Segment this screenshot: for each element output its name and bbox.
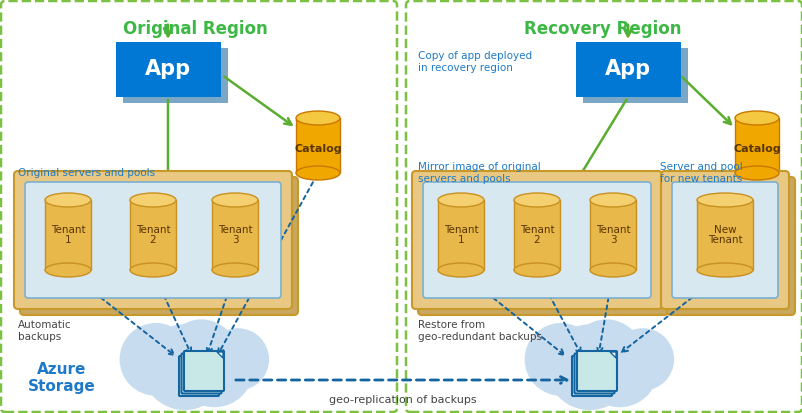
Text: Catalog: Catalog	[294, 144, 342, 154]
FancyBboxPatch shape	[25, 182, 281, 298]
Text: App: App	[144, 59, 191, 79]
Text: Azure
Storage: Azure Storage	[28, 362, 95, 394]
Bar	[123, 48, 228, 103]
Bar	[589, 200, 635, 270]
Polygon shape	[610, 352, 615, 358]
Text: 3: 3	[609, 235, 616, 245]
Ellipse shape	[589, 193, 635, 207]
Text: 3: 3	[232, 235, 238, 245]
Bar	[437, 200, 484, 270]
Bar	[513, 200, 559, 270]
Circle shape	[569, 319, 642, 392]
FancyBboxPatch shape	[577, 351, 616, 391]
Text: Tenant: Tenant	[217, 225, 252, 235]
Ellipse shape	[296, 166, 339, 180]
FancyBboxPatch shape	[660, 171, 788, 309]
Text: New: New	[713, 225, 735, 235]
Circle shape	[176, 329, 253, 407]
Text: Restore from
geo-redundant backups: Restore from geo-redundant backups	[418, 320, 541, 342]
FancyBboxPatch shape	[20, 177, 298, 315]
FancyBboxPatch shape	[184, 351, 224, 391]
Bar	[130, 351, 260, 370]
Text: Tenant: Tenant	[595, 225, 630, 235]
Ellipse shape	[296, 111, 339, 125]
Bar	[582, 48, 687, 103]
Bar	[130, 200, 176, 270]
Bar	[696, 200, 752, 270]
Bar	[212, 200, 257, 270]
FancyBboxPatch shape	[666, 177, 794, 315]
Text: Tenant: Tenant	[519, 225, 553, 235]
Text: Original servers and pools: Original servers and pools	[18, 168, 155, 178]
Circle shape	[580, 329, 658, 407]
Text: Original Region: Original Region	[123, 20, 267, 38]
Ellipse shape	[130, 263, 176, 277]
Ellipse shape	[734, 166, 778, 180]
Bar	[534, 351, 664, 370]
Text: Tenant: Tenant	[707, 235, 741, 245]
FancyBboxPatch shape	[411, 171, 661, 309]
FancyBboxPatch shape	[423, 182, 650, 298]
Text: 2: 2	[149, 235, 156, 245]
Ellipse shape	[696, 263, 752, 277]
Text: geo-replication of backups: geo-replication of backups	[329, 395, 476, 405]
Bar	[734, 118, 778, 173]
Ellipse shape	[513, 263, 559, 277]
Circle shape	[611, 328, 673, 391]
FancyBboxPatch shape	[14, 171, 292, 309]
Ellipse shape	[45, 193, 91, 207]
Circle shape	[524, 323, 597, 396]
Text: Catalog: Catalog	[732, 144, 780, 154]
Text: 1: 1	[65, 235, 71, 245]
Ellipse shape	[589, 263, 635, 277]
Ellipse shape	[130, 193, 176, 207]
Text: Tenant: Tenant	[136, 225, 170, 235]
FancyBboxPatch shape	[179, 356, 219, 396]
Text: 2: 2	[533, 235, 540, 245]
Text: App: App	[604, 59, 650, 79]
Circle shape	[206, 328, 269, 391]
Circle shape	[141, 324, 227, 410]
Bar	[296, 118, 339, 173]
Ellipse shape	[212, 263, 257, 277]
FancyBboxPatch shape	[418, 177, 667, 315]
Text: 1: 1	[457, 235, 464, 245]
Circle shape	[119, 323, 192, 396]
Ellipse shape	[513, 193, 559, 207]
Ellipse shape	[45, 263, 91, 277]
Ellipse shape	[437, 263, 484, 277]
Ellipse shape	[437, 193, 484, 207]
FancyBboxPatch shape	[573, 354, 614, 394]
Polygon shape	[217, 352, 223, 358]
FancyBboxPatch shape	[671, 182, 777, 298]
Text: Tenant: Tenant	[444, 225, 478, 235]
Ellipse shape	[212, 193, 257, 207]
Text: Recovery Region: Recovery Region	[524, 20, 681, 38]
Text: Copy of app deployed
in recovery region: Copy of app deployed in recovery region	[418, 51, 532, 73]
Circle shape	[165, 319, 237, 392]
Bar	[115, 42, 221, 97]
FancyBboxPatch shape	[571, 356, 611, 396]
Text: Mirror image of original
servers and pools: Mirror image of original servers and poo…	[418, 162, 540, 184]
Bar	[45, 200, 91, 270]
Ellipse shape	[734, 111, 778, 125]
FancyBboxPatch shape	[181, 354, 221, 394]
Text: Automatic
backups: Automatic backups	[18, 320, 71, 342]
Text: Tenant: Tenant	[51, 225, 85, 235]
Ellipse shape	[696, 193, 752, 207]
Text: Server and pool
for new tenants: Server and pool for new tenants	[659, 162, 742, 184]
Circle shape	[546, 324, 632, 410]
Bar	[575, 42, 680, 97]
